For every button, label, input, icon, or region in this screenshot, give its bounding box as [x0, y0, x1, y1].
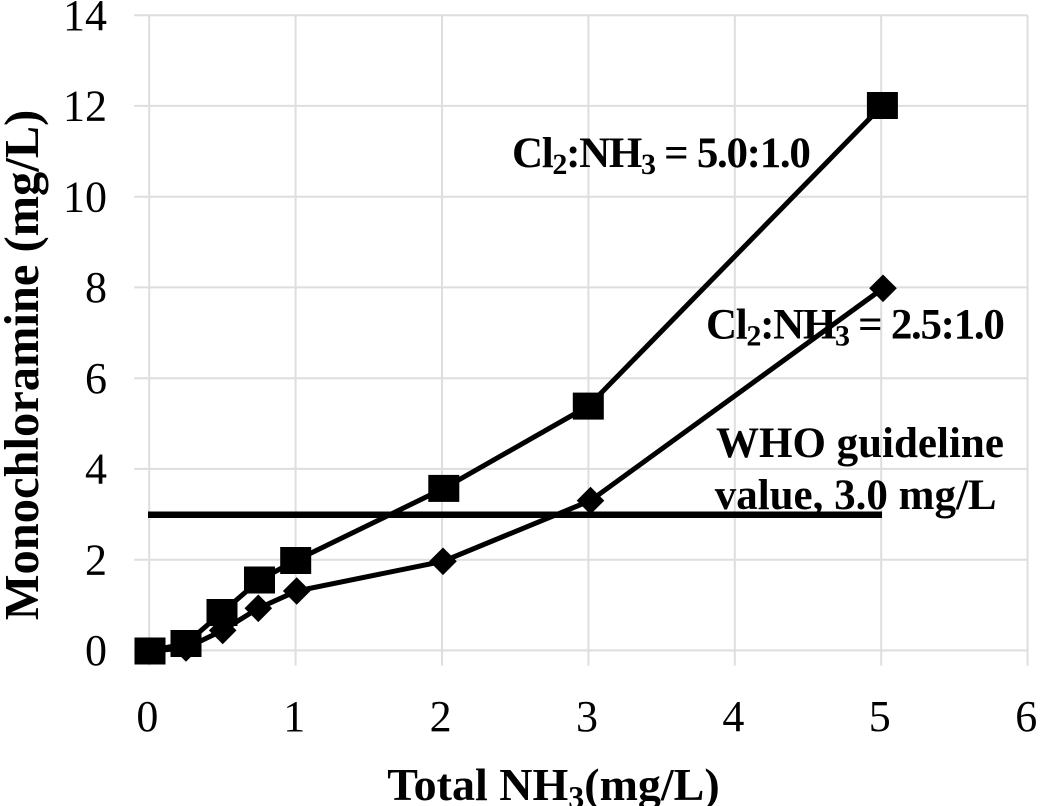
svg-text:5: 5 [869, 692, 891, 741]
svg-text:3: 3 [576, 692, 598, 741]
svg-text:WHO guideline: WHO guideline [716, 420, 1004, 467]
svg-text:6: 6 [1015, 692, 1037, 741]
svg-text:8: 8 [85, 263, 107, 312]
svg-text:0: 0 [85, 626, 107, 675]
svg-text:value, 3.0 mg/L: value, 3.0 mg/L [715, 472, 997, 519]
svg-text:2: 2 [430, 692, 452, 741]
svg-text:4: 4 [722, 692, 744, 741]
svg-text:6: 6 [85, 354, 107, 403]
svg-text:12: 12 [63, 82, 107, 131]
svg-text:Cl2:NH3 = 5.0:1.0: Cl2:NH3 = 5.0:1.0 [512, 130, 810, 181]
svg-text:Cl2:NH3 = 2.5:1.0: Cl2:NH3 = 2.5:1.0 [706, 302, 1004, 353]
svg-text:10: 10 [63, 172, 107, 221]
svg-text:1: 1 [283, 692, 305, 741]
svg-text:Monochloramine (mg/L): Monochloramine (mg/L) [0, 110, 49, 621]
svg-text:0: 0 [136, 692, 158, 741]
svg-text:2: 2 [85, 535, 107, 584]
svg-text:Total NH3(mg/L): Total NH3(mg/L) [387, 759, 719, 806]
svg-text:4: 4 [85, 445, 107, 494]
svg-text:14: 14 [63, 0, 107, 40]
